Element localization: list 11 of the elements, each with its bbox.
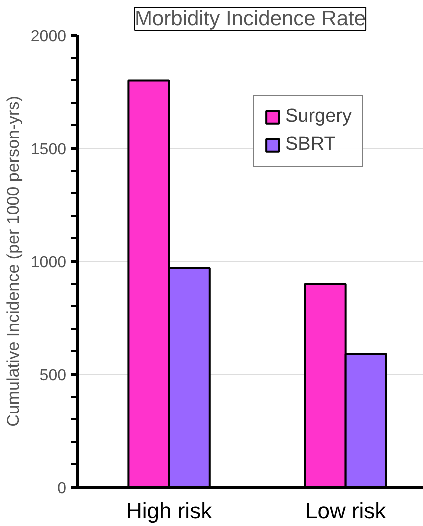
y-tick-label: 1000 <box>30 254 67 272</box>
y-axis-title: Cumulative Incidence (per 1000 person-yrs) <box>4 96 23 427</box>
chart-title: Morbidity Incidence Rate <box>134 8 366 30</box>
y-tick-label: 2000 <box>30 28 67 46</box>
y-tick-label: 0 <box>58 480 67 498</box>
x-tick-label: High risk <box>126 498 214 524</box>
y-tick-label: 500 <box>40 368 67 384</box>
legend-label: SBRT <box>285 134 336 156</box>
x-tick-label: Low risk <box>305 498 388 524</box>
legend-label: Surgery <box>285 106 352 128</box>
y-tick-label: 1500 <box>30 142 67 158</box>
